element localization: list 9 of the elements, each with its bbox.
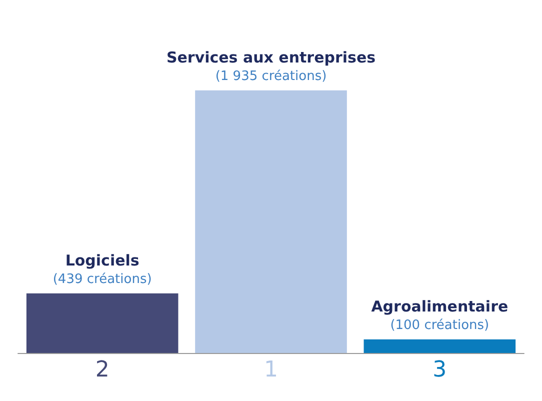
text: 1: [264, 358, 278, 382]
data-label: (1 935 créations): [215, 68, 327, 84]
data-label: (439 créations): [52, 272, 152, 287]
data-label: (100 créations): [390, 318, 490, 333]
x-tick-label: Agroalimentaire: [371, 297, 508, 316]
x-tick-label: Services aux entreprises: [166, 48, 376, 66]
text: 3: [432, 358, 447, 382]
x-tick-label: Logiciels: [65, 251, 140, 270]
text: 2: [95, 358, 110, 382]
